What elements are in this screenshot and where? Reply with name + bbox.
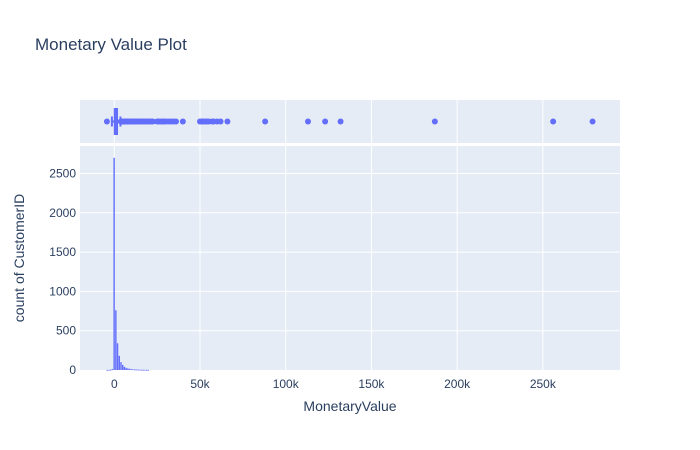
box-outlier-point[interactable] xyxy=(103,118,110,125)
x-tick-label: 0 xyxy=(111,377,118,391)
histogram-bar[interactable] xyxy=(108,369,110,371)
box-outlier-point[interactable] xyxy=(550,118,557,125)
x-tick-label: 100k xyxy=(273,377,300,391)
y-tick-label: 1000 xyxy=(49,284,76,298)
histogram-bar[interactable] xyxy=(106,369,108,371)
histogram-bar[interactable] xyxy=(125,367,127,370)
box-outlier-point[interactable] xyxy=(217,118,224,125)
y-tick-label: 1500 xyxy=(49,245,76,259)
histogram-bar[interactable] xyxy=(144,369,146,371)
histogram-bar[interactable] xyxy=(132,369,134,371)
histogram-bar[interactable] xyxy=(122,364,124,370)
x-axis-title: MonetaryValue xyxy=(303,398,396,414)
box-outlier-point[interactable] xyxy=(305,118,311,125)
chart-title: Monetary Value Plot xyxy=(35,35,187,54)
x-tick-label: 250k xyxy=(530,377,557,391)
marginal-box-plot[interactable] xyxy=(103,108,596,135)
histogram-bar[interactable] xyxy=(113,157,115,370)
histogram-bar[interactable] xyxy=(111,369,114,370)
box-outlier-point[interactable] xyxy=(322,118,329,125)
histogram-bar[interactable] xyxy=(142,369,144,371)
y-tick-label: 0 xyxy=(69,363,76,377)
histogram-bars[interactable] xyxy=(106,157,150,371)
y-axis-tick-labels: 0 500 1000 1500 2000 2500 xyxy=(49,167,76,377)
y-tick-label: 2500 xyxy=(49,167,76,181)
histogram-bar[interactable] xyxy=(135,369,138,371)
x-axis-tick-labels: 0 50k 100k 150k 200k 250k xyxy=(111,377,557,391)
box-outlier-point[interactable] xyxy=(149,118,156,125)
histogram-bar[interactable] xyxy=(139,369,141,371)
y-tick-label: 2000 xyxy=(49,206,76,220)
y-axis-title: count of CustomerID xyxy=(11,194,27,322)
box-outlier-point[interactable] xyxy=(224,118,231,125)
histogram-bar[interactable] xyxy=(140,369,143,371)
histogram-bar[interactable] xyxy=(137,369,139,371)
histogram-bar[interactable] xyxy=(118,355,120,370)
x-tick-label: 150k xyxy=(358,377,385,391)
histogram-bar[interactable] xyxy=(146,369,148,371)
y-tick-label: 500 xyxy=(56,324,76,338)
box-outlier-point[interactable] xyxy=(589,118,596,125)
histogram-bar[interactable] xyxy=(115,310,117,370)
x-tick-label: 200k xyxy=(444,377,471,391)
histogram-bar[interactable] xyxy=(120,362,122,370)
box-outlier-point[interactable] xyxy=(173,118,179,125)
histogram-background xyxy=(80,146,620,370)
box-outlier-point[interactable] xyxy=(337,118,344,125)
histogram-bar[interactable] xyxy=(110,369,112,371)
histogram-bar[interactable] xyxy=(134,369,136,371)
histogram-bar[interactable] xyxy=(123,366,126,370)
x-tick-label: 50k xyxy=(190,377,210,391)
box-outlier-point[interactable] xyxy=(179,118,186,125)
box-outlier-point[interactable] xyxy=(431,118,438,125)
histogram-bar[interactable] xyxy=(147,369,150,371)
histogram-bar[interactable] xyxy=(127,368,129,370)
histogram-bar[interactable] xyxy=(116,343,119,370)
histogram-gridlines xyxy=(80,146,620,370)
histogram-bar[interactable] xyxy=(130,369,132,370)
box-outlier-point[interactable] xyxy=(262,118,269,125)
histogram-bar[interactable] xyxy=(128,368,131,370)
